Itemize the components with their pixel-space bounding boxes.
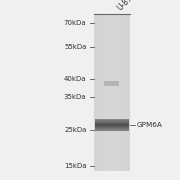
Bar bbox=[105, 14, 106, 171]
Bar bbox=[126, 14, 127, 171]
Bar bbox=[98, 14, 99, 171]
Bar bbox=[99, 14, 100, 171]
Bar bbox=[104, 81, 119, 86]
Bar bbox=[94, 121, 129, 122]
Bar bbox=[122, 14, 123, 171]
Bar bbox=[118, 14, 119, 171]
Bar bbox=[94, 130, 129, 131]
Bar bbox=[111, 14, 112, 171]
Bar bbox=[94, 122, 129, 123]
Bar bbox=[104, 14, 105, 171]
Bar bbox=[103, 14, 104, 171]
Bar bbox=[94, 127, 129, 128]
Bar bbox=[94, 122, 129, 123]
Bar bbox=[128, 14, 129, 171]
Bar bbox=[125, 14, 126, 171]
Bar bbox=[124, 14, 125, 171]
Bar bbox=[94, 127, 129, 128]
Bar bbox=[94, 126, 129, 127]
Bar bbox=[110, 14, 111, 171]
Bar bbox=[115, 14, 116, 171]
Bar bbox=[121, 14, 122, 171]
Bar bbox=[122, 14, 123, 171]
Bar bbox=[112, 14, 113, 171]
Bar bbox=[119, 14, 120, 171]
Bar bbox=[125, 14, 126, 171]
Text: 70kDa: 70kDa bbox=[64, 20, 86, 26]
Bar bbox=[94, 119, 129, 120]
Text: 25kDa: 25kDa bbox=[64, 127, 86, 133]
Bar bbox=[94, 129, 129, 130]
Bar bbox=[127, 14, 128, 171]
Bar bbox=[110, 14, 111, 171]
Bar bbox=[104, 14, 105, 171]
Text: 40kDa: 40kDa bbox=[64, 76, 86, 82]
Bar bbox=[119, 14, 120, 171]
Bar bbox=[114, 14, 115, 171]
Bar bbox=[106, 14, 107, 171]
Bar bbox=[107, 14, 108, 171]
Bar bbox=[116, 14, 117, 171]
Bar bbox=[95, 14, 96, 171]
Bar bbox=[123, 14, 124, 171]
Bar bbox=[129, 14, 130, 171]
Bar bbox=[94, 120, 129, 121]
Bar bbox=[113, 14, 114, 171]
Bar bbox=[98, 14, 99, 171]
Bar bbox=[128, 14, 129, 171]
Bar bbox=[120, 14, 121, 171]
Bar bbox=[94, 14, 130, 171]
Bar bbox=[117, 14, 118, 171]
Text: 15kDa: 15kDa bbox=[64, 163, 86, 169]
Bar bbox=[97, 14, 98, 171]
Bar bbox=[94, 123, 129, 124]
Bar bbox=[113, 14, 114, 171]
Bar bbox=[101, 14, 102, 171]
Bar bbox=[116, 14, 117, 171]
Bar bbox=[94, 124, 129, 125]
Bar bbox=[95, 14, 96, 171]
Text: 55kDa: 55kDa bbox=[64, 44, 86, 50]
Bar bbox=[100, 14, 101, 171]
Text: GPM6A: GPM6A bbox=[137, 122, 163, 128]
Bar bbox=[101, 14, 102, 171]
Bar bbox=[94, 128, 129, 129]
Bar bbox=[108, 14, 109, 171]
Text: 35kDa: 35kDa bbox=[64, 94, 86, 100]
Bar bbox=[94, 128, 129, 129]
Bar bbox=[102, 14, 103, 171]
Bar bbox=[94, 125, 129, 126]
Bar bbox=[109, 14, 110, 171]
Bar bbox=[96, 14, 97, 171]
Text: U-87MG: U-87MG bbox=[115, 0, 143, 13]
Bar bbox=[94, 14, 95, 171]
Bar bbox=[107, 14, 108, 171]
